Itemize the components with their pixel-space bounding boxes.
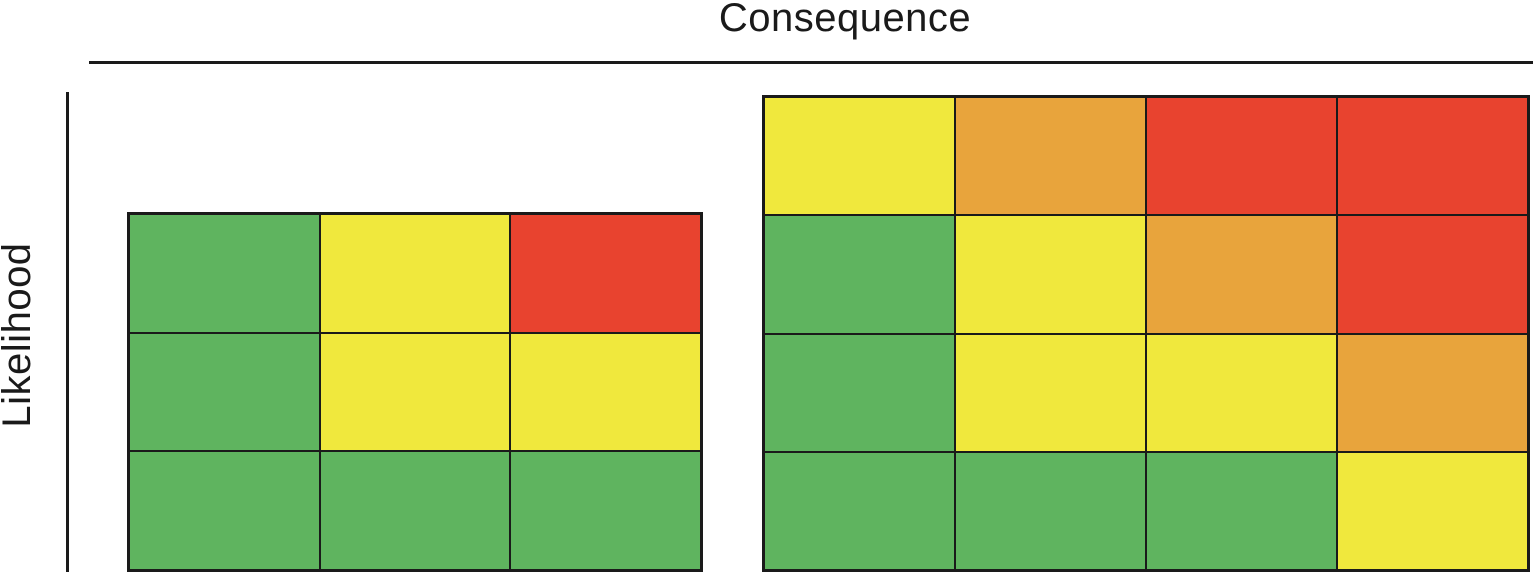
risk-cell-r3c3-green <box>510 451 701 570</box>
risk-matrix-4x4 <box>762 95 1530 572</box>
risk-cell-r1c2-orange <box>955 97 1146 216</box>
risk-cell-r2c2-yellow <box>955 215 1146 334</box>
risk-cell-r3c4-orange <box>1337 333 1528 452</box>
x-axis-title: Consequence <box>718 0 972 40</box>
risk-cell-r3c3-yellow <box>1146 333 1337 452</box>
risk-cell-r2c2-yellow <box>319 332 511 452</box>
risk-cell-r4c2-green <box>955 451 1146 570</box>
risk-cell-r1c1-yellow <box>764 97 955 216</box>
risk-cell-r2c4-red <box>1337 215 1528 334</box>
y-axis-title: Likelihood <box>0 242 39 428</box>
risk-cell-r2c3-orange <box>1146 215 1337 334</box>
risk-cell-r3c1-green <box>129 451 320 570</box>
risk-cell-r3c2-yellow <box>955 333 1146 452</box>
risk-cell-r1c3-red <box>1146 97 1337 216</box>
x-axis-line <box>89 61 1533 64</box>
risk-cell-r2c3-yellow <box>510 332 701 452</box>
risk-cell-r1c1-green <box>129 214 320 333</box>
risk-cell-r4c1-green <box>764 451 955 570</box>
risk-cell-r4c4-yellow <box>1337 451 1528 570</box>
risk-cell-r2c1-green <box>129 332 320 452</box>
risk-matrix-3x3 <box>127 212 703 572</box>
risk-cell-r1c2-yellow <box>319 214 511 333</box>
risk-cell-r1c4-red <box>1337 97 1528 216</box>
risk-cell-r1c3-red <box>510 214 701 333</box>
risk-cell-r4c3-green <box>1146 451 1337 570</box>
risk-cell-r3c2-green <box>319 451 511 570</box>
risk-cell-r3c1-green <box>764 333 955 452</box>
y-axis-line <box>66 92 69 572</box>
risk-cell-r2c1-green <box>764 215 955 334</box>
